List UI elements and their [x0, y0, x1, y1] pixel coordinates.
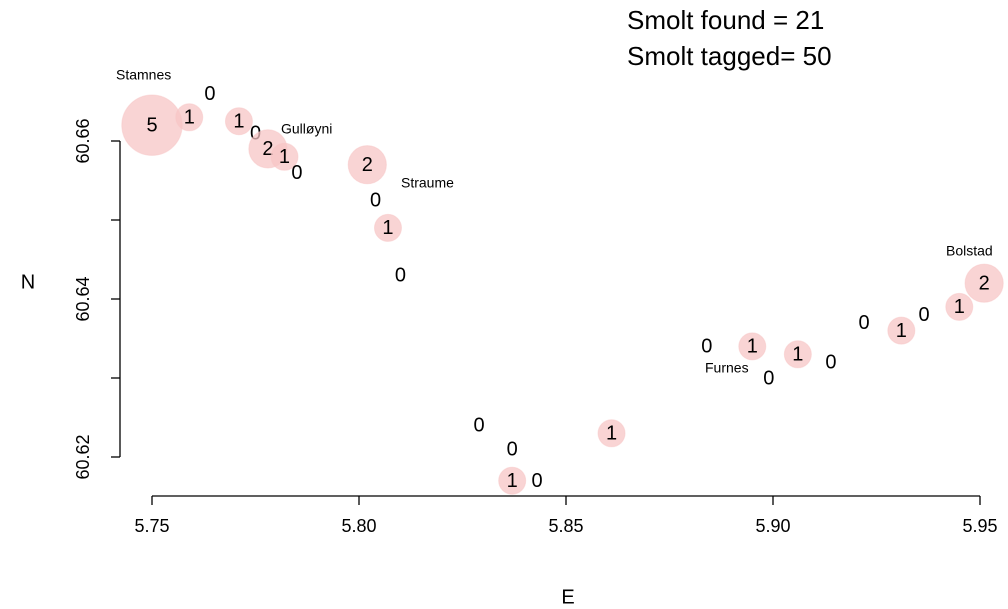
count-label: 1	[382, 217, 393, 239]
site-label: Stamnes	[116, 67, 171, 83]
site-label: Furnes	[705, 360, 749, 376]
count-label: 0	[250, 122, 261, 144]
site-label: Bolstad	[946, 243, 993, 259]
bubble	[964, 263, 1004, 303]
annotation: Smolt tagged= 50	[627, 41, 832, 71]
count-label: 0	[919, 304, 930, 326]
count-label: 0	[531, 470, 542, 492]
count-label: 1	[792, 344, 803, 366]
bubble	[783, 340, 812, 369]
count-label: 2	[362, 154, 373, 176]
bubble	[887, 316, 916, 345]
count-label: 0	[473, 415, 484, 437]
count-label: 1	[954, 296, 965, 318]
count-label: 1	[279, 146, 290, 168]
y-tick-label: 60.64	[73, 276, 93, 321]
x-tick-label: 5.80	[341, 516, 376, 536]
count-label: 1	[233, 111, 244, 133]
bubble	[270, 142, 299, 171]
count-label: 1	[896, 320, 907, 342]
bubble	[347, 145, 387, 185]
x-tick-label: 5.85	[548, 516, 583, 536]
count-label: 0	[763, 367, 774, 389]
count-label: 2	[979, 272, 990, 294]
count-label: 0	[507, 438, 518, 460]
count-label: 2	[262, 138, 273, 160]
bubble	[224, 107, 253, 136]
bubble	[738, 332, 767, 361]
count-label: 0	[370, 190, 381, 212]
count-label: 0	[701, 336, 712, 358]
count-label: 0	[395, 265, 406, 287]
count-label: 0	[825, 351, 836, 373]
bubble	[945, 292, 974, 321]
x-tick-label: 5.75	[134, 516, 169, 536]
count-label: 1	[747, 336, 758, 358]
y-axis-label: N	[21, 271, 35, 293]
y-tick-label: 60.62	[73, 434, 93, 479]
count-label: 5	[146, 114, 157, 136]
count-label: 1	[507, 470, 518, 492]
y-tick-label: 60.66	[73, 118, 93, 163]
x-axis-label: E	[561, 586, 574, 608]
bubble	[175, 103, 204, 132]
annotation: Smolt found = 21	[627, 5, 824, 35]
count-label: 0	[859, 312, 870, 334]
bubble	[597, 419, 626, 448]
x-tick-label: 5.95	[962, 516, 997, 536]
count-label: 0	[204, 83, 215, 105]
site-label: Gulløyni	[281, 121, 332, 137]
x-tick-label: 5.90	[755, 516, 790, 536]
count-label: 1	[606, 423, 617, 445]
bubble	[373, 213, 402, 242]
bubble	[498, 466, 527, 495]
count-label: 1	[184, 107, 195, 129]
count-label: 0	[291, 162, 302, 184]
site-label: Straume	[401, 175, 454, 191]
